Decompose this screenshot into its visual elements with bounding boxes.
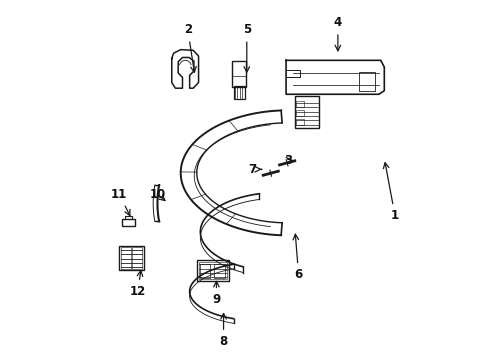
Text: 1: 1 [383, 163, 399, 222]
Bar [122, 219, 135, 226]
Text: 4: 4 [334, 16, 342, 51]
Text: 6: 6 [293, 234, 303, 281]
Bar [199, 264, 210, 278]
Bar [295, 96, 319, 128]
Text: 11: 11 [111, 188, 130, 216]
Bar [198, 262, 227, 279]
Bar [296, 101, 304, 108]
Text: 9: 9 [212, 281, 220, 306]
Text: 2: 2 [184, 23, 196, 72]
Bar [119, 246, 144, 270]
Text: 8: 8 [220, 314, 228, 348]
Bar [214, 264, 224, 278]
Bar [359, 72, 375, 91]
Text: 10: 10 [149, 188, 166, 201]
Bar [121, 247, 131, 269]
Text: 7: 7 [248, 163, 262, 176]
Text: 12: 12 [130, 271, 146, 298]
Bar [296, 119, 304, 125]
Bar [132, 247, 142, 269]
Bar [197, 260, 229, 281]
Bar [296, 110, 304, 116]
Bar [234, 86, 245, 99]
Bar [232, 62, 246, 87]
Text: 3: 3 [284, 154, 292, 167]
Text: 5: 5 [243, 23, 251, 72]
